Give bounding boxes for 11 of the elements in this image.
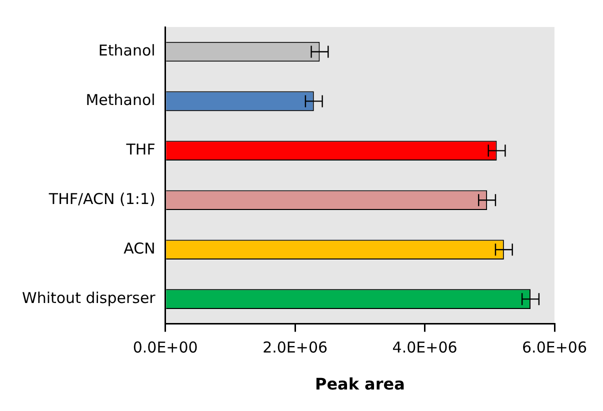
x-axis-title: Peak area [314, 374, 405, 394]
y-tick-label: ACN [124, 239, 156, 258]
y-tick-label: Methanol [86, 91, 156, 110]
y-tick-label: THF [125, 140, 156, 159]
x-tick-label: 0.0E+00 [132, 338, 198, 357]
x-tick-label: 2.0E+06 [262, 338, 328, 357]
x-tick-label: 4.0E+06 [392, 338, 458, 357]
y-tick-label: Whitout disperser [22, 288, 156, 307]
y-tick-label: Ethanol [98, 42, 156, 60]
x-tick-label: 6.0E+06 [522, 338, 588, 357]
y-tick-label: THF/ACN (1:1) [48, 190, 156, 208]
